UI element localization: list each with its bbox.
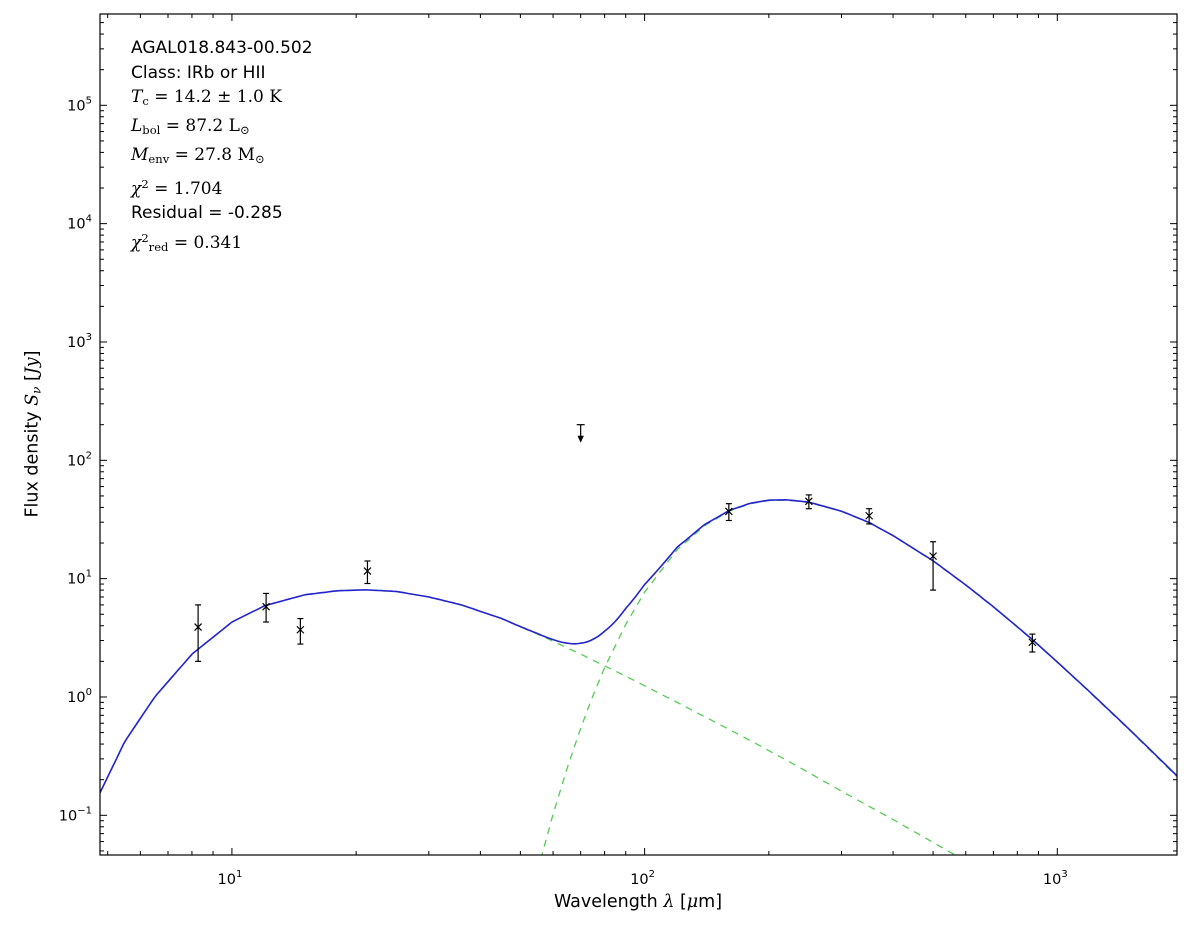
text-segment: ν (29, 386, 44, 394)
axis-ticks (100, 14, 1177, 855)
text-segment: Jy (22, 357, 43, 375)
annotation-line: Menv = 27.8 M⊙ (131, 143, 313, 172)
annotation-line: AGAL018.843-00.502 (131, 36, 313, 61)
text-segment: = 14.2 ± 1.0 K (148, 87, 282, 108)
text-segment: Flux density (22, 405, 43, 518)
text-segment: S (22, 393, 43, 406)
text-segment: χ (131, 178, 142, 199)
y-tick-label: 100 (67, 687, 92, 706)
x-tick-label: 103 (1043, 869, 1068, 888)
annotation-line: χ2 = 1.704 (131, 172, 313, 201)
text-segment: L (131, 116, 143, 137)
text-segment: red (148, 239, 169, 254)
text-segment: 2 (141, 176, 149, 191)
text-segment: m] (698, 892, 723, 912)
data-point (724, 503, 733, 522)
text-segment: ⊙ (254, 152, 265, 167)
photometry-points (194, 424, 1037, 662)
text-segment: Wavelength (553, 892, 664, 912)
y-tick-label: 10−1 (59, 805, 92, 824)
text-segment: M (131, 144, 149, 165)
text-segment: = 27.8 M (169, 144, 255, 165)
text-segment: c (142, 94, 149, 109)
x-tick-label: 101 (218, 869, 243, 888)
text-segment: [ (674, 892, 687, 912)
x-marker (929, 552, 937, 561)
text-segment: [ (22, 374, 43, 387)
y-tick-label: 103 (67, 332, 92, 351)
data-point (804, 494, 813, 510)
x-tick-label: 102 (630, 869, 655, 888)
y-tick-label: 104 (67, 214, 92, 233)
annotation-line: Residual = -0.285 (131, 201, 313, 226)
x-marker (1028, 638, 1037, 647)
cold-component-line (541, 499, 1177, 855)
x-marker (865, 511, 874, 520)
data-point (929, 541, 937, 591)
y-tick-label: 101 (67, 569, 92, 588)
text-segment: AGAL018.843-00.502 (131, 38, 313, 58)
annotation-line: Tc = 14.2 ± 1.0 K (131, 85, 313, 114)
x-marker (363, 567, 372, 575)
text-segment: = 1.704 (148, 178, 223, 199)
annotation-line: Class: IRb or HII (131, 61, 313, 86)
data-point (262, 592, 271, 623)
text-segment: ] (22, 350, 43, 358)
text-segment: χ (131, 232, 142, 253)
annotation-line: χ2red = 0.341 (131, 226, 313, 260)
y-tick-label: 102 (67, 450, 92, 469)
warm-component-line (100, 589, 957, 855)
x-axis-label: Wavelength λ [μm] (554, 892, 722, 912)
x-marker (296, 625, 305, 634)
text-segment: Residual = -0.285 (131, 203, 283, 224)
x-marker (804, 497, 813, 506)
text-segment: = 87.2 L (160, 116, 240, 137)
upper-limit-arrow (576, 424, 585, 443)
text-segment: 2 (141, 230, 149, 245)
plot-frame (99, 13, 1178, 856)
y-tick-label: 105 (67, 95, 92, 114)
text-segment: bol (142, 123, 161, 138)
text-segment: T (131, 87, 143, 108)
text-segment: μ (686, 892, 699, 912)
annotation-line: Lbol = 87.2 L⊙ (131, 114, 313, 143)
x-marker (194, 623, 203, 631)
data-point (865, 508, 874, 525)
data-point (194, 604, 203, 662)
fit-parameters-annotation: AGAL018.843-00.502 Class: IRb or HII Tc = … (131, 36, 313, 259)
text-segment: = 0.341 (168, 232, 243, 253)
text-segment: ⊙ (239, 123, 250, 138)
upper-limit-arrowhead (577, 435, 584, 443)
data-point (1028, 633, 1037, 653)
text-segment: λ (663, 892, 675, 912)
text-segment: Class: IRb or HII (131, 62, 266, 83)
data-point (363, 560, 372, 585)
data-point (296, 617, 305, 645)
x-marker (262, 602, 271, 611)
text-segment: env (148, 152, 170, 167)
total-model-line (100, 498, 1177, 794)
y-axis-label: Flux density Sν [Jy] (22, 350, 43, 517)
x-marker (724, 507, 733, 516)
